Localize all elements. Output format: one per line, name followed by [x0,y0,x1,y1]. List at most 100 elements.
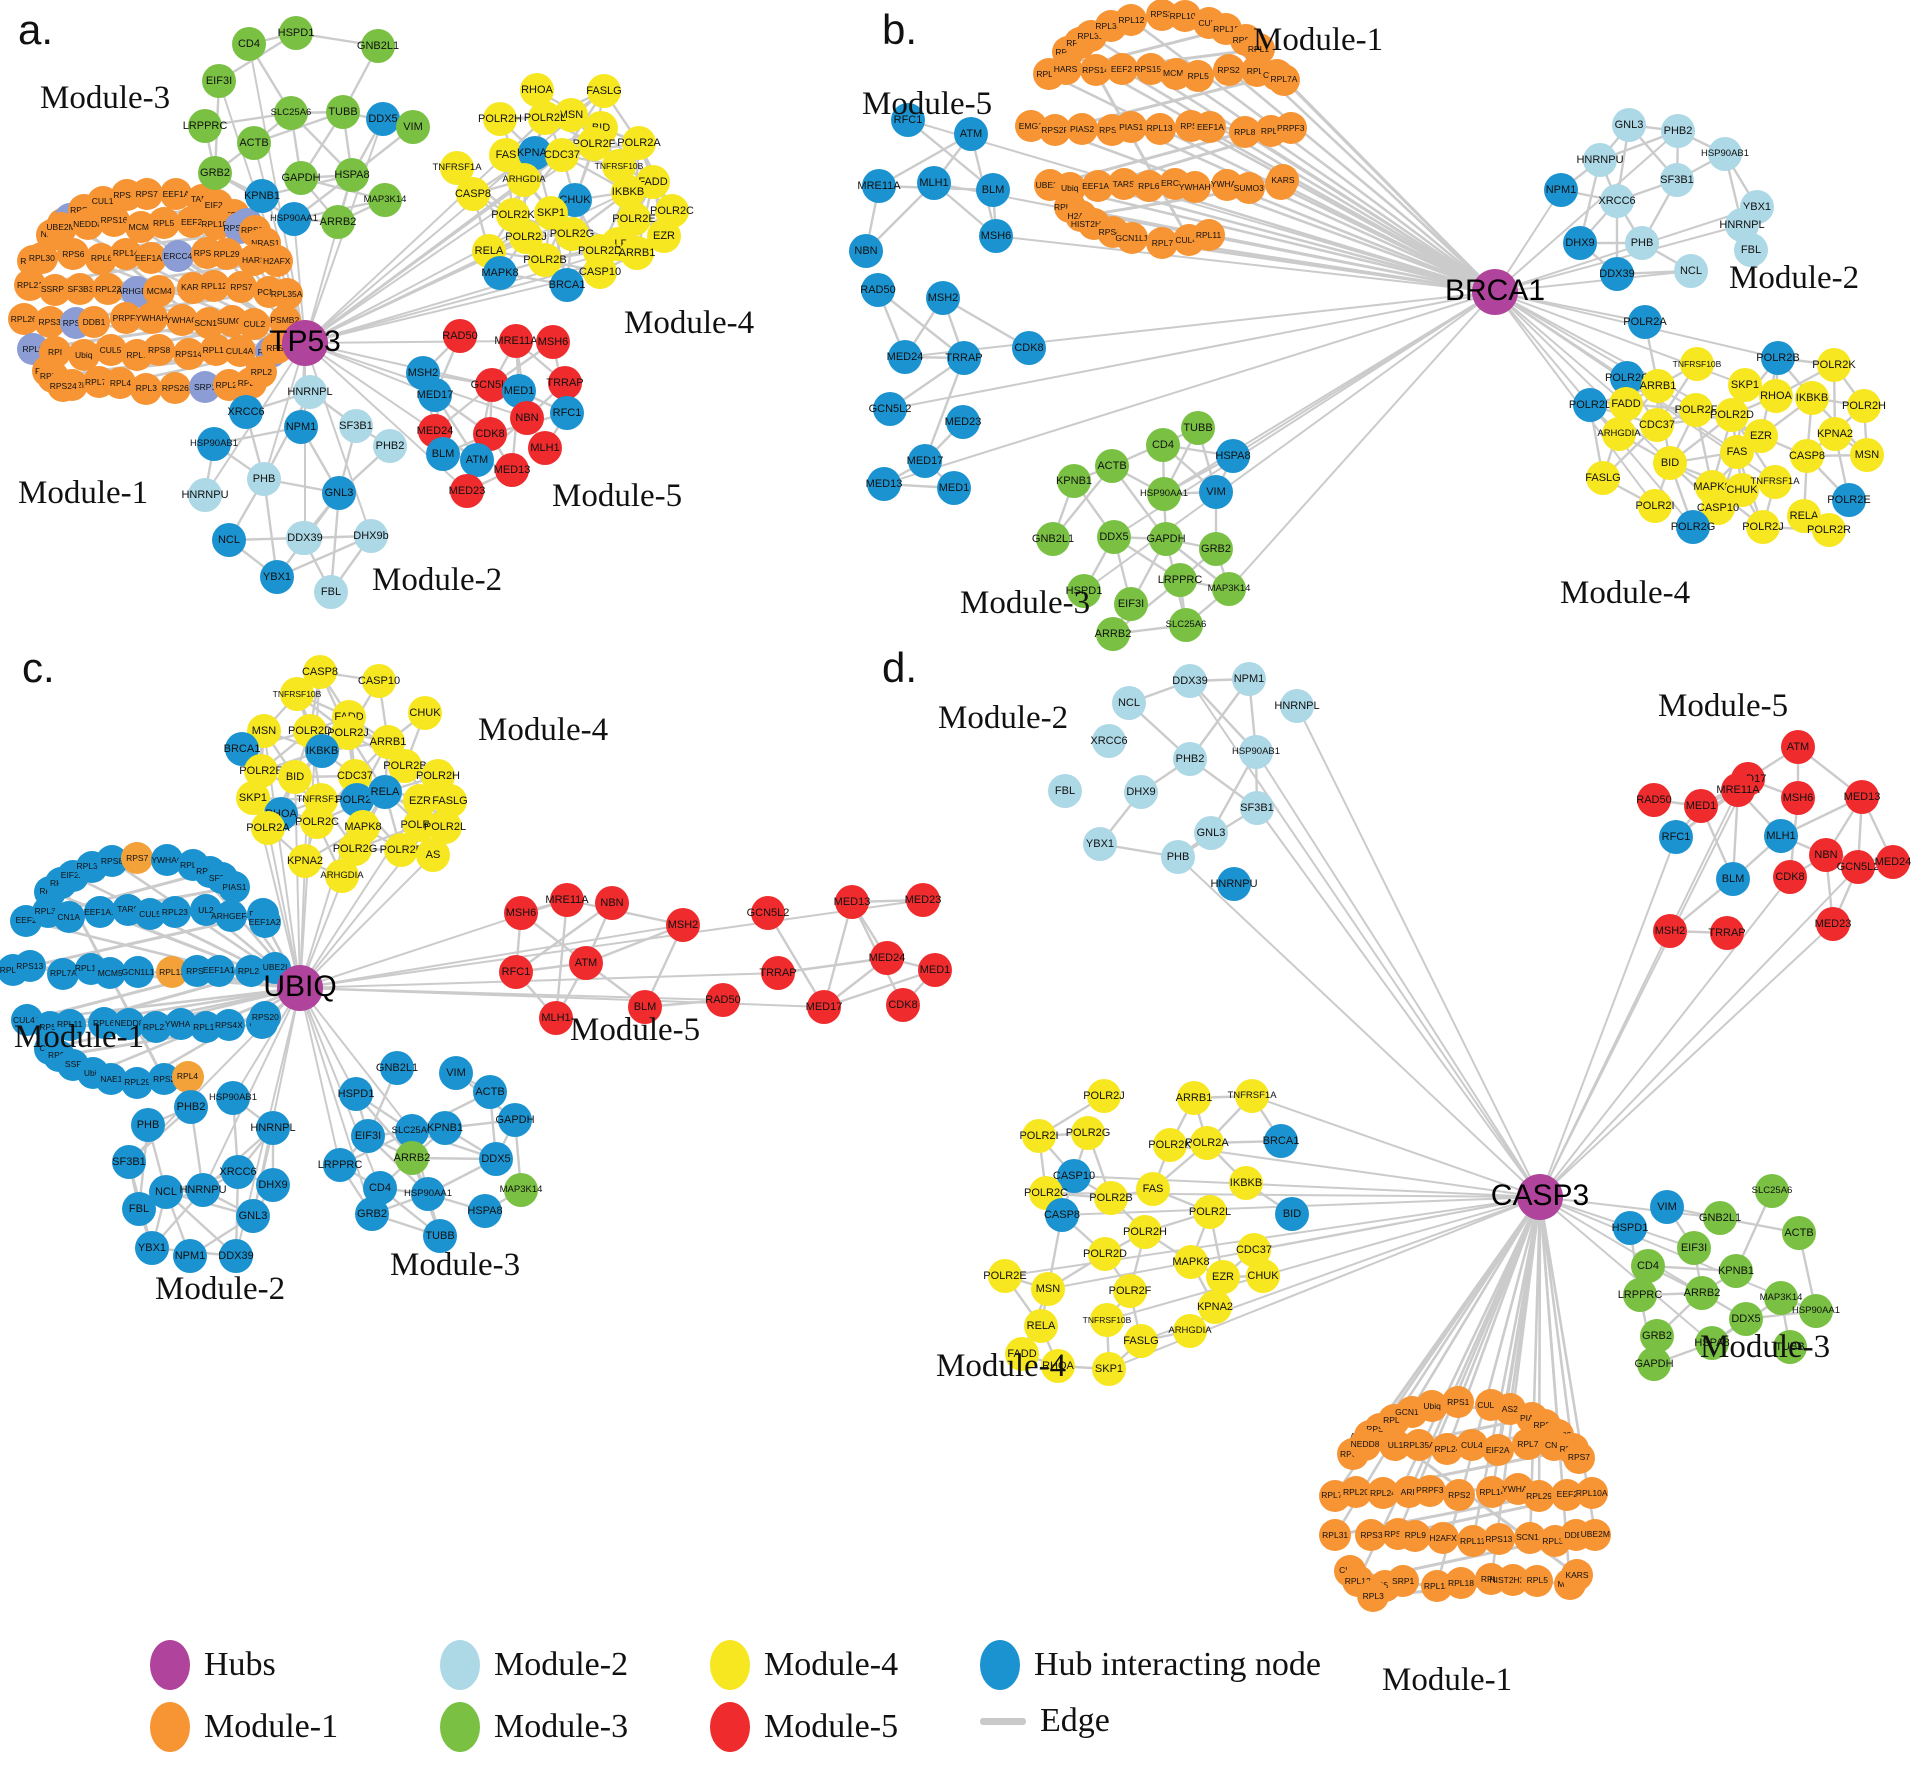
network-node[interactable]: MSH6 [1781,781,1815,815]
network-node[interactable]: MRE11A [857,169,901,203]
module1-node[interactable]: RPL3 [1357,1580,1390,1613]
network-node[interactable]: DDX5 [479,1142,513,1176]
network-node[interactable]: GCN5L2 [1837,850,1879,884]
module1-node[interactable]: RPL2 [245,356,278,389]
module1-node[interactable]: RPS20 [249,1000,282,1033]
network-node[interactable]: SLC25A6 [271,96,311,130]
module1-node[interactable]: YWHAG [166,303,198,336]
network-node[interactable]: HSP90AB1 [209,1081,257,1115]
network-node[interactable]: IKBKB [1229,1166,1263,1200]
network-node[interactable]: POLR2G [1066,1116,1110,1150]
network-node[interactable]: DDX39 [218,1239,254,1273]
network-node[interactable]: NPM1 [1544,173,1578,207]
module1-node[interactable]: RPL10A [1575,1476,1608,1509]
network-node[interactable]: FBL [1734,233,1768,267]
module1-node[interactable]: RPS2 [1212,53,1245,86]
network-node[interactable]: YBX1 [1083,827,1117,861]
network-node[interactable]: FBL [1048,774,1082,808]
network-node[interactable]: ACTB [1095,449,1129,483]
network-node[interactable]: LRPPRC [1158,563,1202,597]
network-node[interactable]: TNFRSF1A [432,151,482,185]
network-node[interactable]: HSP90AA1 [404,1177,452,1211]
network-node[interactable]: HSPA8 [1694,1326,1730,1360]
network-node[interactable]: KPNA2 [287,844,323,878]
module1-node[interactable]: RPS13 [13,950,46,983]
network-node[interactable]: DDX5 [1729,1302,1763,1336]
network-node[interactable]: GRB2 [355,1197,389,1231]
network-node[interactable]: EIF3I [1114,587,1148,621]
module1-node[interactable]: RPL13 [1143,112,1176,145]
network-node[interactable]: SF3B1 [339,409,373,443]
network-node[interactable]: GNL3 [1612,108,1646,142]
network-node[interactable]: ARHGDIA [502,163,546,197]
network-node[interactable]: CDC37 [544,138,580,172]
network-node[interactable]: POLR2A [1185,1126,1229,1160]
network-node[interactable]: HNRNPL [287,375,333,409]
network-node[interactable]: LRPPRC [1618,1278,1662,1312]
network-node[interactable]: HSPA8 [467,1194,503,1228]
network-node[interactable]: GCN5L2 [747,896,789,930]
network-node[interactable]: MLH1 [917,166,951,200]
network-node[interactable]: MSH6 [979,219,1013,253]
module1-node[interactable]: GCN1L1 [1115,222,1148,255]
network-node[interactable]: GRB2 [1199,532,1233,566]
network-node[interactable]: BLM [426,437,460,471]
module1-node[interactable]: RPL29 [1523,1480,1556,1513]
network-node[interactable]: ARHGDIA [320,859,364,893]
network-node[interactable]: DHX9 [256,1168,290,1202]
module1-node[interactable]: EEF1A2 [248,905,281,938]
network-node[interactable]: GAPDH [281,161,321,195]
network-node[interactable]: GNL3 [236,1199,270,1233]
network-node[interactable]: MSH6 [536,325,570,359]
network-node[interactable]: MED1 [937,471,971,505]
network-node[interactable]: POLR2L [1189,1195,1231,1229]
network-node[interactable]: MSH6 [504,896,538,930]
network-node[interactable]: DDX39 [1172,664,1208,698]
network-node[interactable]: MRE11A [545,883,589,917]
network-node[interactable]: MAPK8 [481,256,519,290]
hub-node[interactable] [1472,269,1518,315]
network-node[interactable]: CASP8 [1789,439,1825,473]
network-node[interactable]: MAP3K14 [1208,572,1250,606]
network-node[interactable]: HSP90AA1 [1140,477,1188,511]
network-node[interactable]: MED23 [905,883,941,917]
module1-node[interactable]: EEF1A1 [134,242,167,275]
network-node[interactable]: NBN [510,401,544,435]
network-node[interactable]: MLH1 [528,431,562,465]
network-node[interactable]: TUBB [1181,411,1215,445]
module1-node[interactable]: RPL7A [47,957,80,990]
module1-node[interactable]: RPL8 [1228,116,1261,149]
network-node[interactable]: MED24 [869,941,905,975]
network-node[interactable]: RFC1 [499,955,533,989]
module1-node[interactable]: Ubiq [67,338,100,371]
network-node[interactable]: MED1 [1684,789,1718,823]
network-node[interactable]: TRRAP [945,341,983,375]
module1-node[interactable]: NEDD8 [1349,1428,1382,1461]
network-node[interactable]: MAPK8 [1172,1245,1210,1279]
network-node[interactable]: CASP8 [1044,1198,1080,1232]
network-node[interactable]: ACTB [237,126,271,160]
network-node[interactable]: HSPD1 [338,1077,374,1111]
module1-node[interactable]: RPL35A [1402,1428,1435,1461]
network-node[interactable]: MRE11A [1716,773,1760,807]
network-node[interactable]: GNB2L1 [376,1051,418,1085]
network-node[interactable]: IKBKB [1795,381,1829,415]
network-node[interactable]: PHB [247,462,281,496]
network-node[interactable]: MED24 [887,340,923,374]
network-node[interactable]: MED13 [1844,780,1880,814]
module1-node[interactable]: H2AFX [1427,1522,1460,1555]
network-node[interactable]: POLR2B [1089,1181,1133,1215]
network-node[interactable]: MRE11A [494,324,538,358]
network-node[interactable]: RAD50 [705,983,741,1017]
network-node[interactable]: POLR2C [295,805,339,839]
network-node[interactable]: VIM [439,1056,473,1090]
network-node[interactable]: GNB2L1 [1699,1201,1741,1235]
network-node[interactable]: RAD50 [860,273,896,307]
module1-node[interactable]: MCM4 [143,275,176,308]
network-node[interactable]: HSPD1 [278,16,314,50]
network-node[interactable]: MSH2 [666,908,700,942]
network-node[interactable]: RELA [1024,1309,1058,1343]
module1-node[interactable]: RPL4 [171,1060,204,1093]
network-node[interactable]: ARRB2 [394,1141,430,1175]
network-node[interactable]: CHUK [1725,473,1759,507]
